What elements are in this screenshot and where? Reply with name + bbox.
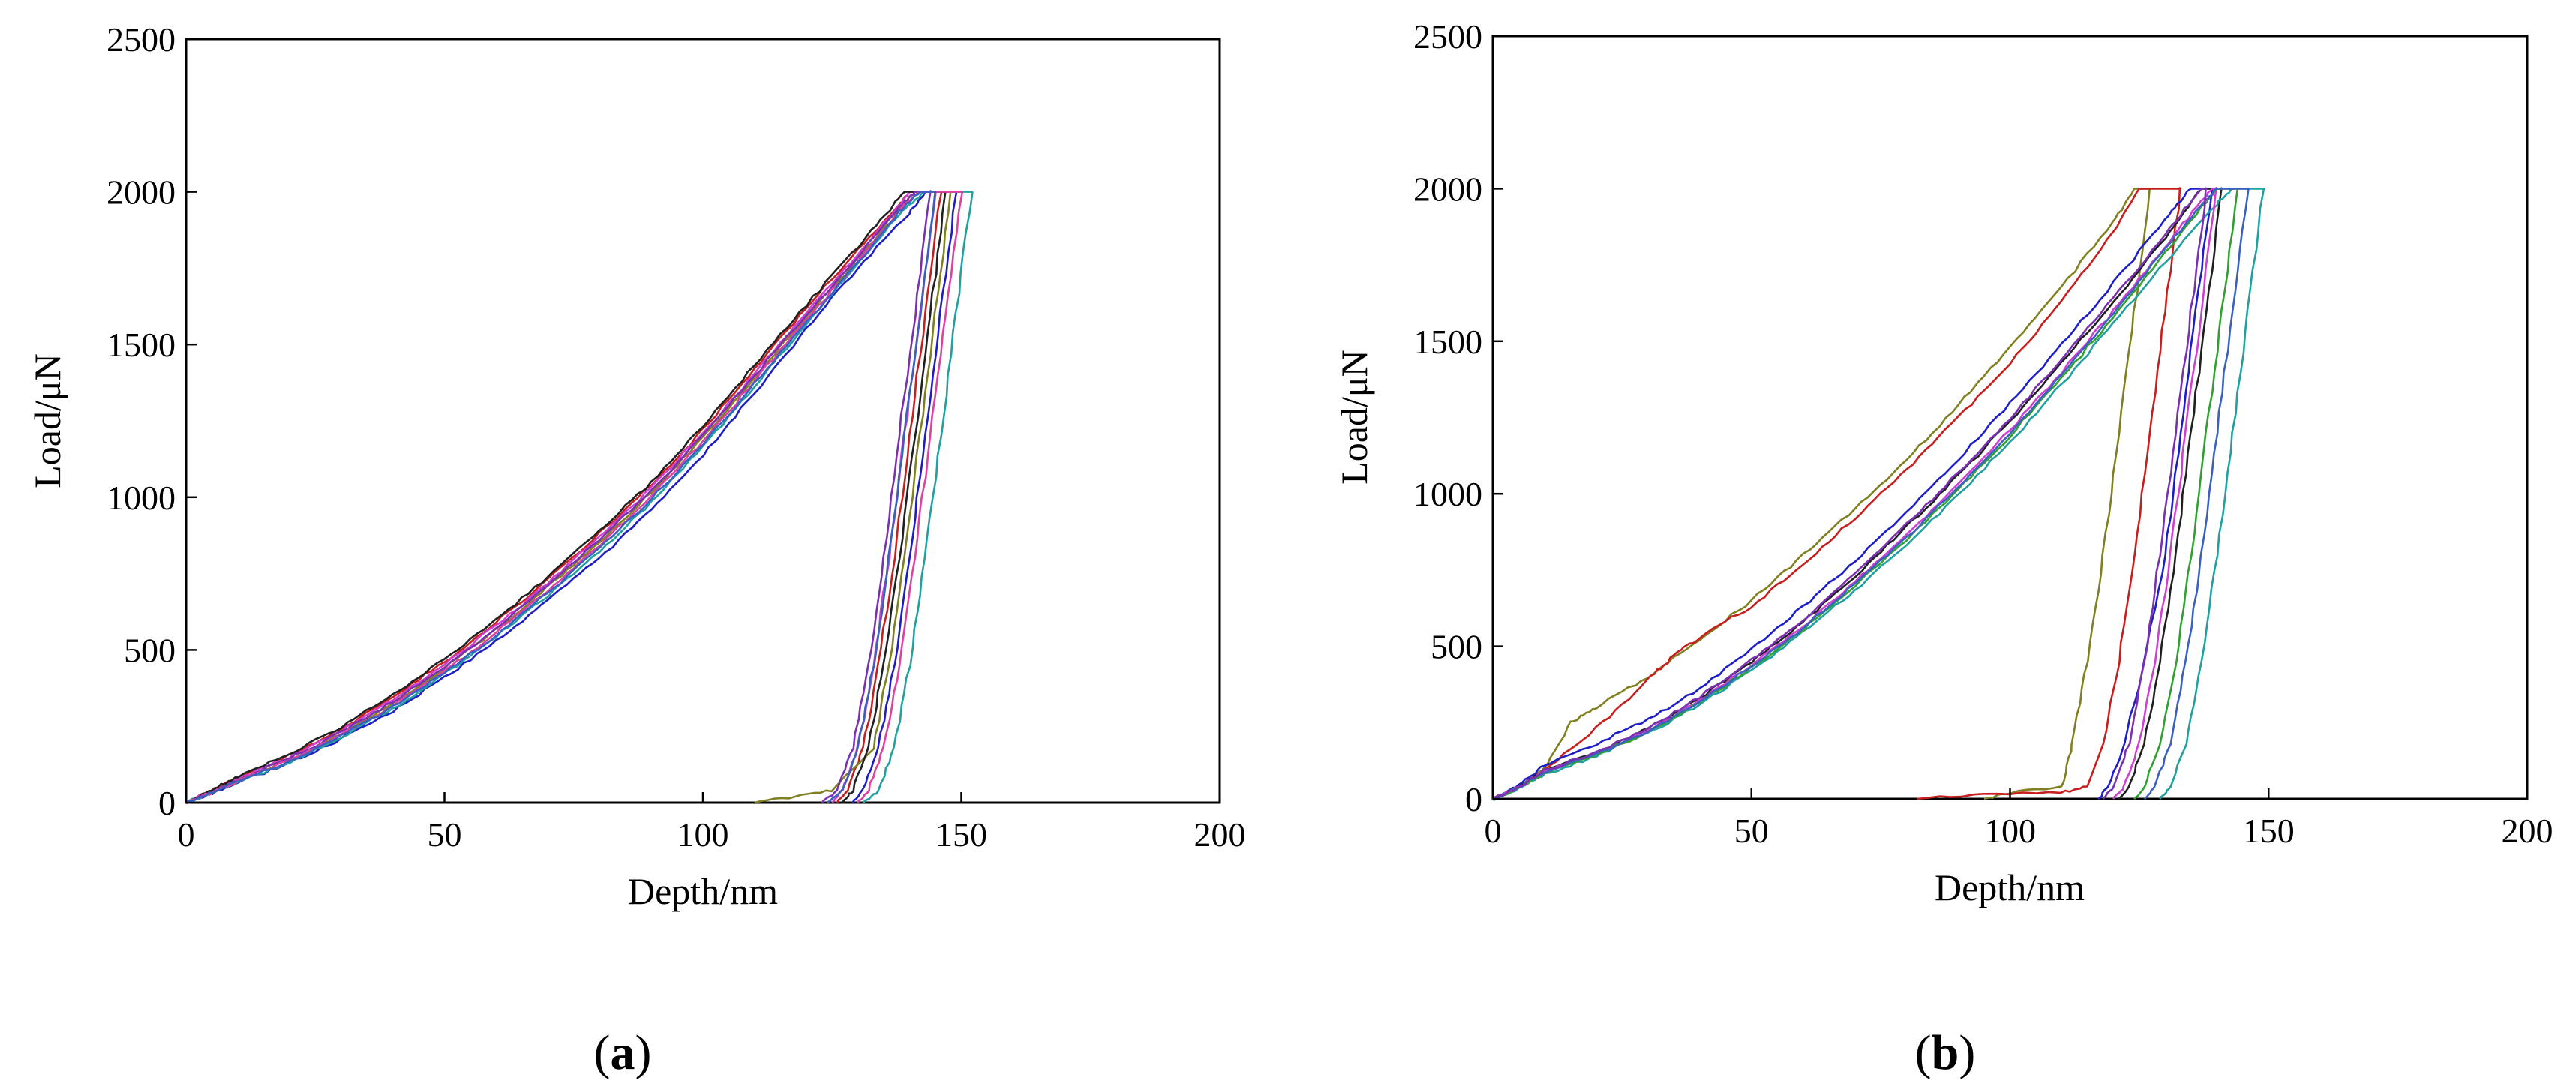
x-tick-label: 100 [1984,812,2036,850]
y-tick-label: 0 [1465,780,1482,818]
y-axis-label: Load/μN [1333,350,1375,485]
series-line [185,191,974,804]
x-tick-label: 150 [2243,812,2295,850]
y-tick-label: 0 [158,784,176,822]
x-tick-label: 150 [935,815,987,854]
y-tick-label: 1000 [107,479,176,517]
y-tick-label: 500 [124,631,176,669]
series-line [185,191,963,804]
series-line [185,191,943,803]
x-axis-label: Depth/nm [1935,866,2085,908]
series-line [1492,188,2151,801]
x-tick-label: 100 [677,815,729,854]
plot-frame [1491,35,2529,800]
plot-area [185,190,974,805]
x-tick-label: 200 [2502,812,2553,850]
series-line [1493,187,2218,800]
y-tick-label: 1000 [1413,475,1482,513]
y-tick-label: 2000 [107,173,176,212]
panel-label-b: (b) [1915,1025,1976,1080]
series-line [1492,187,2208,800]
series-line [1493,188,2239,801]
y-tick-label: 2500 [1413,17,1482,56]
panel-label-a: (a) [594,1025,652,1080]
y-tick-label: 1500 [107,326,176,364]
panel-letter: b [1932,1025,1959,1080]
series-line [1493,188,2214,800]
series-line [185,190,952,805]
series-line [1492,187,2182,800]
plot-frame [185,38,1221,804]
panel-letter: a [611,1025,635,1080]
x-axis-label: Depth/nm [628,870,778,912]
series-line [185,190,932,803]
y-tick-label: 1500 [1413,323,1482,361]
y-tick-label: 2000 [1413,170,1482,208]
y-tick-label: 2500 [107,20,176,59]
series-line [186,191,947,804]
x-tick-label: 50 [428,815,462,854]
x-tick-label: 200 [1194,815,1246,854]
plot-area [1491,187,2265,801]
series-line [1491,188,2250,801]
y-axis-label: Load/μN [26,353,68,488]
y-tick-label: 500 [1431,628,1482,666]
series-line [1492,187,2265,800]
series-line [186,191,937,804]
x-tick-label: 0 [178,815,195,854]
x-tick-label: 0 [1485,812,1502,850]
x-tick-label: 50 [1734,812,1769,850]
